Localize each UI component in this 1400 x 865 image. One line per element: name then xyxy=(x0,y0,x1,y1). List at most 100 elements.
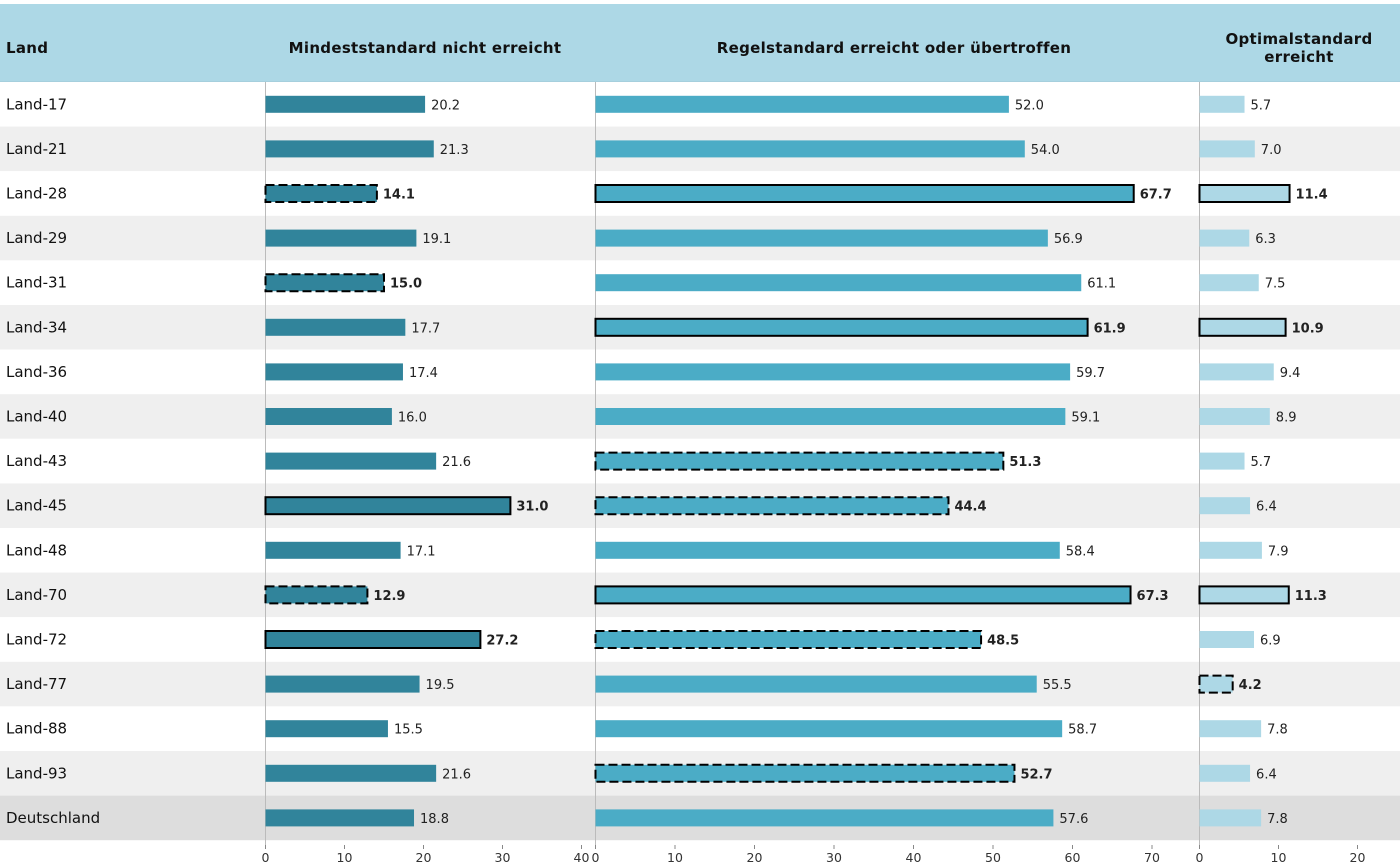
bar-mindest xyxy=(264,273,385,293)
bar-optimal xyxy=(1199,720,1262,738)
bar-mindest xyxy=(265,363,403,381)
bar-optimal xyxy=(1199,408,1270,425)
tick-label: 10 xyxy=(337,850,353,865)
bar-mindest xyxy=(265,675,420,693)
row-label: Land-21 xyxy=(6,140,67,158)
tick-label: 20 xyxy=(416,850,432,865)
value-label-optimal: 10.9 xyxy=(1292,321,1324,336)
row-label: Land-77 xyxy=(6,675,67,693)
bar-regel xyxy=(595,229,1048,247)
value-label-mindest: 17.4 xyxy=(409,366,438,381)
value-label-regel: 67.3 xyxy=(1137,589,1169,604)
bar-mindest xyxy=(265,452,437,470)
bar-mindest xyxy=(265,541,401,559)
value-label-optimal: 7.0 xyxy=(1261,143,1282,158)
value-label-mindest: 20.2 xyxy=(431,98,460,113)
bar-optimal xyxy=(1198,184,1291,203)
bar-optimal xyxy=(1199,452,1245,470)
bar-optimal xyxy=(1199,274,1259,292)
value-label-mindest: 15.5 xyxy=(394,723,423,738)
row-label: Land-17 xyxy=(6,95,67,113)
bar-regel xyxy=(595,541,1060,559)
bar-mindest xyxy=(265,140,434,158)
bar-mindest xyxy=(265,809,415,827)
value-label-mindest: 16.0 xyxy=(398,411,427,426)
tick-label: 20 xyxy=(747,850,763,865)
bar-mindest xyxy=(265,408,392,425)
bar-regel xyxy=(594,585,1132,605)
bar-optimal xyxy=(1199,229,1250,247)
bar-optimal xyxy=(1198,674,1234,694)
bars xyxy=(264,95,1291,827)
header-band xyxy=(0,4,1400,82)
value-label-regel: 55.5 xyxy=(1043,678,1072,693)
header-regelstandard: Regelstandard erreicht oder übertroffen xyxy=(717,39,1071,57)
value-label-optimal: 7.5 xyxy=(1265,277,1286,292)
bar-regel xyxy=(594,496,950,516)
bar-optimal xyxy=(1199,95,1245,113)
bar-regel xyxy=(594,451,1005,471)
value-label-mindest: 31.0 xyxy=(516,500,548,515)
value-label-optimal: 7.8 xyxy=(1267,723,1288,738)
x-axis-ticks: 0 10 20 30 40 0 10 20 30 40 50 60 70 0 10 20 xyxy=(262,845,1365,865)
value-label-regel: 61.1 xyxy=(1087,277,1116,292)
bar-mindest xyxy=(265,720,388,738)
bar-mindest xyxy=(265,229,417,247)
tick-label: 60 xyxy=(1065,850,1081,865)
header-mindeststandard: Mindeststandard nicht erreicht xyxy=(289,39,562,57)
value-label-optimal: 8.9 xyxy=(1276,411,1297,426)
bar-regel xyxy=(595,720,1063,738)
bar-mindest xyxy=(264,630,482,649)
bar-regel xyxy=(595,140,1025,158)
bar-regel xyxy=(595,408,1066,425)
bar-mindest xyxy=(265,318,406,336)
value-label-regel: 67.7 xyxy=(1140,188,1172,203)
tick-label: 30 xyxy=(495,850,511,865)
value-label-mindest: 19.1 xyxy=(422,232,451,247)
value-label-regel: 56.9 xyxy=(1054,232,1083,247)
value-label-regel: 52.0 xyxy=(1015,98,1044,113)
bar-regel xyxy=(595,95,1009,113)
bar-optimal xyxy=(1198,317,1287,337)
header-label-land: Land xyxy=(6,39,48,57)
value-label-mindest: 21.3 xyxy=(440,143,469,158)
value-label-optimal: 6.3 xyxy=(1255,232,1276,247)
bar-regel xyxy=(594,184,1135,203)
tick-label: 0 xyxy=(592,850,600,865)
value-label-regel: 58.4 xyxy=(1066,544,1095,559)
bar-mindest xyxy=(264,496,512,516)
row-labels: Land-17 20.2 52.0 5.7 Land-21 21.3 54.0 7.0 Land… xyxy=(6,95,1328,827)
tick-label: 40 xyxy=(906,850,922,865)
value-label-optimal: 6.9 xyxy=(1260,634,1281,649)
bar-optimal xyxy=(1199,631,1255,648)
row-backgrounds xyxy=(0,4,1400,841)
row-label: Land-43 xyxy=(6,452,67,470)
bar-mindest xyxy=(265,764,437,782)
tick-label: 10 xyxy=(1271,850,1287,865)
value-label-mindest: 27.2 xyxy=(486,634,518,649)
bar-regel xyxy=(595,274,1082,292)
value-label-mindest: 15.0 xyxy=(390,277,422,292)
bar-optimal xyxy=(1199,764,1251,782)
value-label-mindest: 19.5 xyxy=(426,678,455,693)
value-label-optimal: 5.7 xyxy=(1251,455,1272,470)
value-label-mindest: 17.7 xyxy=(411,321,440,336)
row-label: Land-72 xyxy=(6,631,67,649)
tick-label: 70 xyxy=(1144,850,1160,865)
tick-label: 40 xyxy=(574,850,590,865)
value-label-optimal: 7.8 xyxy=(1267,812,1288,827)
value-label-regel: 51.3 xyxy=(1009,455,1041,470)
value-label-optimal: 6.4 xyxy=(1256,500,1277,515)
bar-mindest xyxy=(264,184,378,203)
bar-regel xyxy=(594,317,1089,337)
value-label-mindest: 21.6 xyxy=(442,455,471,470)
value-label-optimal: 11.3 xyxy=(1295,589,1327,604)
row-label: Land-34 xyxy=(6,318,67,336)
bar-optimal xyxy=(1199,497,1251,515)
value-label-optimal: 4.2 xyxy=(1239,678,1262,693)
header-optimalstandard-line1: Optimalstandard xyxy=(1225,30,1372,48)
row-label: Land-48 xyxy=(6,541,67,559)
table-header: Land Mindeststandard nicht erreicht Rege… xyxy=(6,30,1372,66)
bar-optimal xyxy=(1198,585,1290,605)
